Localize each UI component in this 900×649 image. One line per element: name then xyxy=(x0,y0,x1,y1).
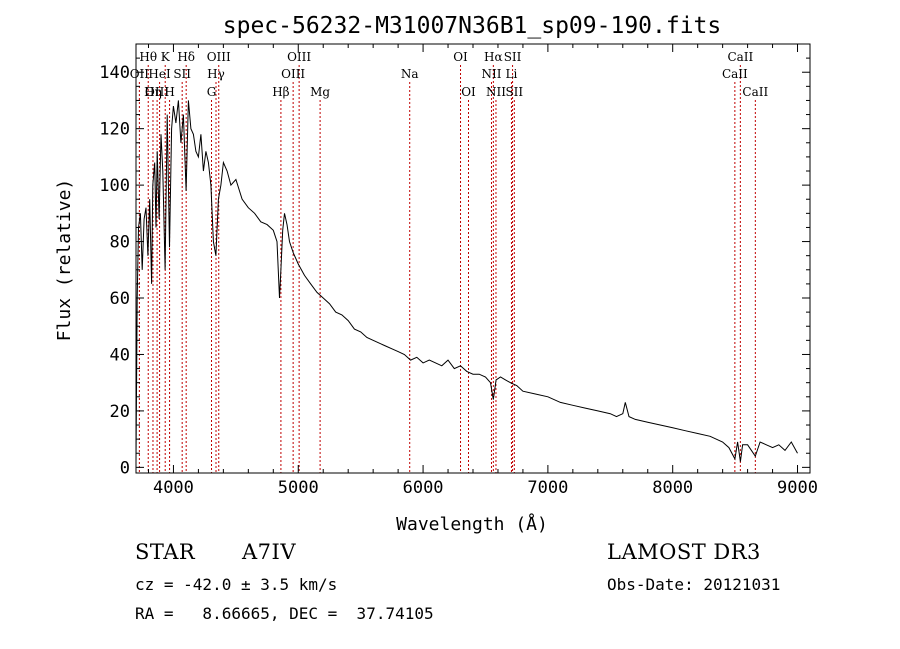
axis-ticks: 4000 5000 6000 7000 8000 9000 0 20 40 60 80 100 120 1… xyxy=(99,44,818,498)
line-label: K xyxy=(161,50,171,64)
line-label: SII xyxy=(173,67,191,81)
plot-frame xyxy=(135,43,811,474)
line-label: OIII xyxy=(207,50,231,64)
line-label: Hη xyxy=(144,85,162,99)
line-label: Li xyxy=(506,67,518,81)
line-label: SII xyxy=(505,85,523,99)
line-label: H xyxy=(164,85,174,99)
line-label: Hα xyxy=(484,50,503,64)
y-tick-label: 20 xyxy=(110,402,130,422)
line-label: Hδ xyxy=(177,50,195,64)
line-label: NII xyxy=(486,85,506,99)
line-label: CaII xyxy=(722,67,748,81)
line-label: Hβ xyxy=(272,85,289,99)
spectrum-line xyxy=(135,100,798,462)
star-type: STAR xyxy=(135,540,196,564)
x-tick-label: 4000 xyxy=(153,478,194,498)
line-label: OIII xyxy=(281,67,305,81)
line-label: HeI xyxy=(148,67,171,81)
line-label: CaII xyxy=(727,50,753,64)
redshift-cz: cz = -42.0 ± 3.5 km/s xyxy=(135,575,338,594)
survey-name: LAMOST DR3 xyxy=(607,540,761,564)
line-label: Na xyxy=(401,67,419,81)
line-label: SII xyxy=(504,50,522,64)
line-label: Mg xyxy=(310,85,330,99)
line-label: OI xyxy=(453,50,468,64)
line-label: Hθ xyxy=(139,50,157,64)
y-tick-label: 140 xyxy=(99,63,130,83)
x-tick-label: 8000 xyxy=(652,478,693,498)
x-tick-label: 6000 xyxy=(403,478,444,498)
line-label: OI xyxy=(461,85,476,99)
y-tick-label: 60 xyxy=(110,289,130,309)
y-tick-label: 40 xyxy=(110,345,130,365)
line-label: OIII xyxy=(145,85,169,99)
y-tick-label: 80 xyxy=(110,233,130,253)
y-tick-label: 0 xyxy=(120,458,130,478)
line-label: OIII xyxy=(287,50,311,64)
line-label: G xyxy=(207,85,217,99)
x-tick-label: 5000 xyxy=(278,478,319,498)
chart-title: spec-56232-M31007N36B1_sp09-190.fits xyxy=(223,13,722,39)
line-label: Hγ xyxy=(207,67,225,81)
observation-date: Obs-Date: 20121031 xyxy=(607,575,781,594)
coordinates: RA = 8.66665, DEC = 37.74105 xyxy=(135,604,434,623)
line-markers xyxy=(138,65,756,473)
x-axis-label: Wavelength (Å) xyxy=(396,513,548,535)
line-label: NII xyxy=(481,67,501,81)
line-label: CaII xyxy=(742,85,768,99)
x-tick-label: 7000 xyxy=(527,478,568,498)
line-label: OII xyxy=(130,67,150,81)
y-tick-label: 100 xyxy=(99,176,130,196)
spectral-subclass: A7IV xyxy=(242,540,296,564)
y-tick-label: 120 xyxy=(99,120,130,140)
x-tick-label: 9000 xyxy=(777,478,818,498)
y-axis-label: Flux (relative) xyxy=(54,179,75,342)
